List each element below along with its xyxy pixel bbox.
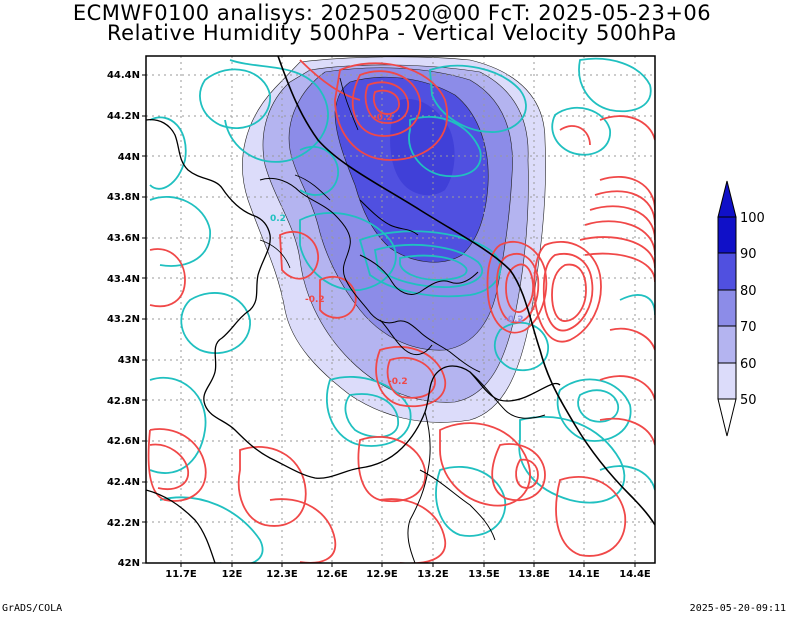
vertical-velocity-negative-contours <box>149 57 655 563</box>
colorbar-label: 60 <box>740 357 757 372</box>
map-title-line2: Relative Humidity 500hPa - Vertical Velo… <box>107 21 677 45</box>
lat-tick-label: 42.8N <box>107 396 140 407</box>
lat-tick-label: 42.2N <box>107 518 140 529</box>
lat-tick-label: 42N <box>118 558 140 569</box>
colorbar-segment <box>717 289 737 327</box>
contour-labels: -0.2 0.2 -0.2 -0.2 -0.2 <box>270 113 524 387</box>
lon-tick-label: 12.9E <box>366 569 398 580</box>
contour-label: 0.2 <box>270 214 286 224</box>
lat-tick-label: 44N <box>118 152 140 163</box>
lat-tick-label: 43.2N <box>107 314 140 325</box>
colorbar-label: 90 <box>740 247 757 262</box>
map-plot-area <box>146 56 655 563</box>
lat-tick-label: 43.8N <box>107 192 140 203</box>
lat-tick-label: 42.4N <box>107 477 140 488</box>
colorbar-label: 100 <box>740 211 765 226</box>
lon-tick-label: 12E <box>222 569 243 580</box>
lat-tick-label: 43.4N <box>107 274 140 285</box>
footer-credit: GrADS/COLA <box>2 603 63 614</box>
lon-tick-label: 12.3E <box>266 569 298 580</box>
lon-tick-label: 13.2E <box>417 569 449 580</box>
lon-tick-label: 14.1E <box>568 569 600 580</box>
contour-label: -0.2 <box>504 315 524 325</box>
lat-tick-label: 44.2N <box>107 111 140 122</box>
lat-tick-label: 42.6N <box>107 436 140 447</box>
map-frame <box>145 55 656 564</box>
contour-label: -0.2 <box>305 295 325 305</box>
lat-tick-label: 43.6N <box>107 233 140 244</box>
lon-tick-label: 14.4E <box>619 569 651 580</box>
colorbar-label: 70 <box>740 320 757 335</box>
colorbar-bottom-arrow <box>717 398 737 437</box>
lon-tick-label: 11.7E <box>165 569 197 580</box>
lon-tick-label: 13.8E <box>518 569 550 580</box>
lat-tick-label: 43N <box>118 355 140 366</box>
axis-ticks <box>142 74 636 567</box>
colorbar-segment <box>717 325 737 364</box>
lon-tick-label: 12.6E <box>316 569 348 580</box>
contour-label: -0.2 <box>373 113 393 123</box>
colorbar-segment <box>717 216 737 254</box>
lat-tick-label: 44.4N <box>107 70 140 81</box>
contour-label: -0.2 <box>388 377 408 387</box>
colorbar-top-arrow <box>717 180 737 218</box>
lat-tick-labels: 42N 42.2N 42.4N 42.6N 42.8N 43N 43.2N 43… <box>107 70 140 569</box>
colorbar-segment <box>717 252 737 291</box>
lon-tick-labels: 11.7E 12E 12.3E 12.6E 12.9E 13.2E 13.5E … <box>165 569 651 580</box>
colorbar-segment <box>717 362 737 400</box>
colorbar-label: 80 <box>740 284 757 299</box>
vertical-velocity-positive-contours <box>147 59 655 563</box>
coastline-and-borders <box>146 56 655 563</box>
lon-tick-label: 13.5E <box>468 569 500 580</box>
colorbar-label: 50 <box>740 393 757 408</box>
lat-lon-grid <box>146 56 655 563</box>
colorbar: 100 90 80 70 60 50 <box>717 180 765 437</box>
map-title-line1: ECMWF0100 analisys: 20250520@00 FcT: 202… <box>72 1 712 25</box>
footer-timestamp: 2025-05-20-09:11 <box>689 603 786 614</box>
humidity-90-region-inner <box>390 99 455 196</box>
